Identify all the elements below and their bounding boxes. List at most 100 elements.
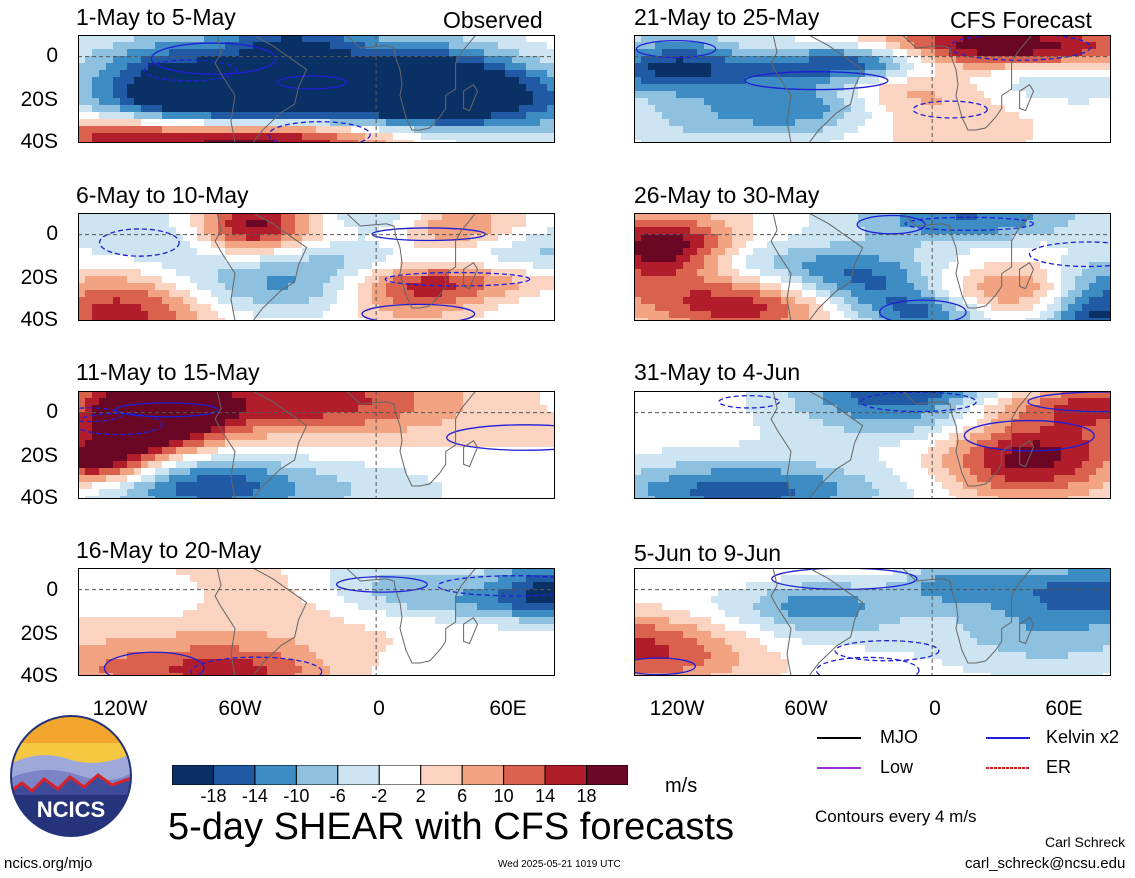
author-email[interactable]: carl_schreck@ncsu.edu <box>965 855 1126 872</box>
coastline <box>770 213 864 321</box>
coastline <box>214 213 308 321</box>
colorbar-swatch <box>503 765 546 785</box>
coastline <box>463 439 479 468</box>
coastline <box>770 568 864 676</box>
map-panel-5 <box>634 35 1111 143</box>
legend-label-mjo: MJO <box>880 727 918 747</box>
coastline <box>345 391 477 487</box>
colorbar-tick: -14 <box>241 786 268 806</box>
coastline <box>463 83 479 112</box>
panel-title-3: 11-May to 15-May <box>76 359 260 385</box>
kelvin-contour <box>335 576 428 593</box>
colorbar-tick: 14 <box>535 786 556 806</box>
x-tick-60w: 60W <box>218 697 262 720</box>
y-tick-40s: 40S <box>20 308 58 331</box>
colorbar-swatch <box>586 765 628 785</box>
kelvin-contour <box>361 303 476 321</box>
panel-title-2: 6-May to 10-May <box>76 182 249 208</box>
x-tick-60e: 60E <box>1045 697 1083 720</box>
units-label: m/s <box>665 775 698 797</box>
panel-frame <box>78 35 555 143</box>
coastline <box>214 568 308 676</box>
y-tick-0: 0 <box>46 400 58 423</box>
coastline <box>901 213 1033 309</box>
kelvin-contour <box>1028 241 1111 268</box>
colorbar-tick: 6 <box>457 786 468 806</box>
kelvin-contour <box>912 100 988 119</box>
main-title: 5-day SHEAR with CFS forecasts <box>168 806 734 848</box>
kelvin-contour <box>103 651 205 676</box>
panel-title-6: 26-May to 30-May <box>634 182 820 208</box>
panel-title-8: 5-Jun to 9-Jun <box>634 540 782 566</box>
x-tick-120w: 120W <box>649 697 705 720</box>
legend-label-low: Low <box>880 757 914 777</box>
kelvin-contour <box>190 656 323 676</box>
coastline <box>901 35 1033 131</box>
coastline <box>1019 261 1035 290</box>
legend-swatch-kelvin <box>986 737 1030 739</box>
y-tick-20s: 20S <box>20 88 58 111</box>
map-panel-6 <box>634 213 1111 321</box>
colorbar-swatch <box>378 765 422 785</box>
colorbar-tick: 18 <box>576 786 597 806</box>
coastline <box>345 213 477 309</box>
x-tick-60e: 60E <box>489 697 527 720</box>
legend-label-kelvin: Kelvin x2 <box>1046 727 1120 747</box>
forecast-label: CFS Forecast <box>950 7 1092 33</box>
coastline <box>770 35 864 143</box>
colorbar-tick: -18 <box>200 786 227 806</box>
kelvin-contour <box>815 656 920 676</box>
contour-note: Contours every 4 m/s <box>815 807 977 826</box>
kelvin-contour <box>446 424 555 451</box>
coastline <box>901 391 1033 487</box>
x-tick-60w: 60W <box>784 697 828 720</box>
x-tick-120w: 120W <box>92 697 148 720</box>
observed-label: Observed <box>443 7 543 33</box>
colorbar-tick: -6 <box>329 786 346 806</box>
kelvin-contour <box>150 42 277 75</box>
coastline <box>901 568 1033 664</box>
coastline <box>1019 439 1035 468</box>
legend-swatch-low <box>817 767 861 769</box>
author-name: Carl Schreck <box>1045 834 1126 850</box>
panel-frame <box>634 213 1111 321</box>
ncics-logo: NCICS <box>10 715 132 837</box>
colorbar-swatch <box>337 765 380 785</box>
kelvin-contour <box>78 407 123 423</box>
panel-frame <box>78 568 555 676</box>
y-tick-40s: 40S <box>20 664 58 687</box>
coastline <box>214 35 308 143</box>
map-panel-8 <box>634 568 1111 676</box>
colorbar-swatch <box>295 765 339 785</box>
panel-frame <box>78 391 555 499</box>
colorbar-tick: -10 <box>283 786 310 806</box>
coastline <box>1019 83 1035 112</box>
y-tick-0: 0 <box>46 222 58 245</box>
y-tick-20s: 20S <box>20 444 58 467</box>
colorbar-tick: 2 <box>415 786 426 806</box>
panel-frame <box>634 391 1111 499</box>
panel-title-5: 21-May to 25-May <box>634 4 820 30</box>
coastline <box>214 391 308 499</box>
panel-title-7: 31-May to 4-Jun <box>634 359 801 385</box>
y-tick-40s: 40S <box>20 486 58 509</box>
kelvin-contour <box>634 657 696 676</box>
kelvin-contour <box>904 216 1035 231</box>
panel-frame <box>634 568 1111 676</box>
colorbar-swatch <box>420 765 463 785</box>
y-tick-0: 0 <box>46 578 58 601</box>
map-panel-2 <box>78 213 555 321</box>
coastline <box>770 391 864 499</box>
x-tick-0: 0 <box>373 697 385 720</box>
legend-swatch-mjo <box>817 737 861 739</box>
map-panel-4 <box>78 568 555 676</box>
panel-title-4: 16-May to 20-May <box>76 537 262 563</box>
kelvin-contour <box>384 271 531 287</box>
kelvin-contour <box>143 59 238 82</box>
map-panel-1 <box>78 35 555 143</box>
colorbar-tick: -2 <box>371 786 388 806</box>
kelvin-contour <box>98 228 180 257</box>
y-tick-20s: 20S <box>20 266 58 289</box>
site-link[interactable]: ncics.org/mjo <box>4 855 93 872</box>
kelvin-contour <box>78 412 163 436</box>
